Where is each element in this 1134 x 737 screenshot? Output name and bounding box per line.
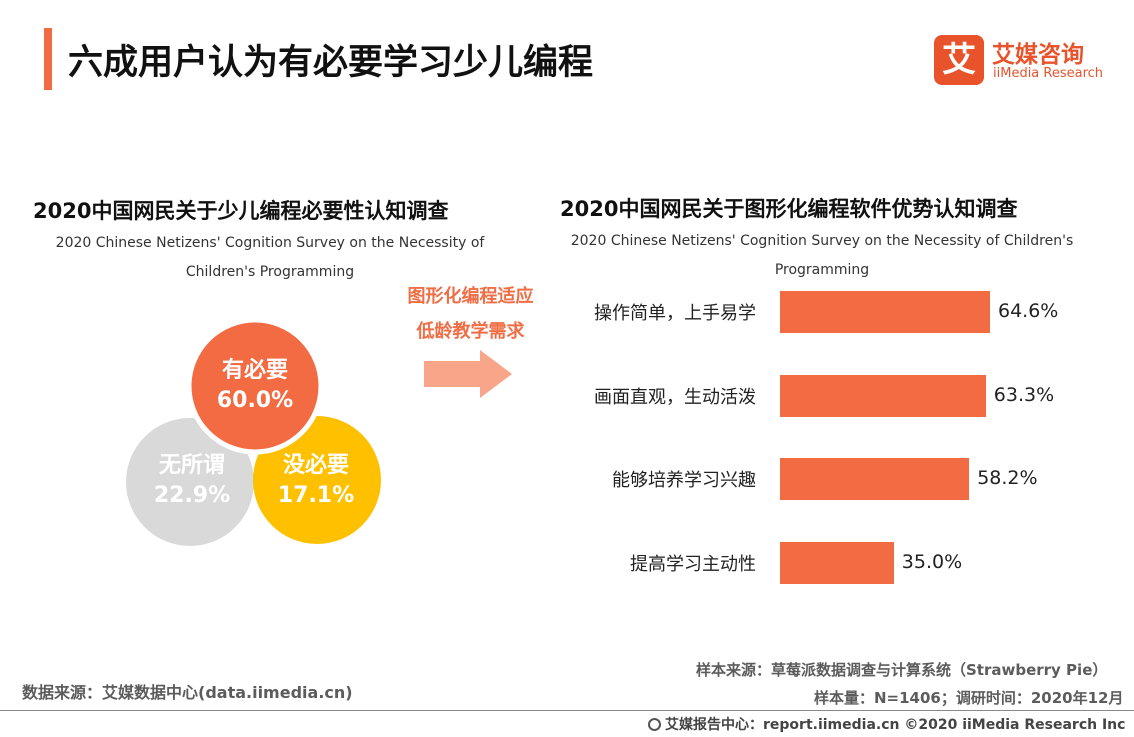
title-accent-bar bbox=[44, 28, 52, 90]
bar bbox=[780, 291, 990, 333]
right-chart-subtitle: 2020 Chinese Netizens' Cognition Survey … bbox=[552, 227, 1092, 285]
arrow-caption: 图形化编程适应 低龄教学需求 bbox=[378, 279, 563, 349]
bar-value-label: 63.3% bbox=[993, 383, 1055, 406]
globe-icon bbox=[648, 718, 661, 731]
circle-wusuowei bbox=[126, 418, 254, 546]
bar-value-label: 64.6% bbox=[998, 300, 1059, 322]
venn-label-wusuowei: 无所谓 22.9% bbox=[122, 451, 262, 511]
sample-source: 样本来源：草莓派数据调查与计算系统（Strawberry Pie） bbox=[696, 661, 1108, 679]
left-chart-subtitle: 2020 Chinese Netizens' Cognition Survey … bbox=[20, 229, 520, 287]
right-chart-title: 2020中国网民关于图形化编程软件优势认知调查 bbox=[560, 197, 1018, 221]
logo-mark: 艾 bbox=[934, 35, 984, 85]
venn-label-meibiyao: 没必要 17.1% bbox=[246, 451, 386, 511]
bar-category-label: 提高学习主动性 bbox=[630, 553, 756, 575]
venn-category-meibiyao: 没必要 bbox=[282, 453, 349, 478]
venn-chart bbox=[126, 317, 381, 546]
page-title: 六成用户认为有必要学习少儿编程 bbox=[68, 43, 594, 83]
right-chart-subtitle-line1: 2020 Chinese Netizens' Cognition Survey … bbox=[570, 233, 1074, 249]
data-source: 数据来源：艾媒数据中心(data.iimedia.cn) bbox=[22, 683, 353, 702]
left-chart-subtitle-line1: 2020 Chinese Netizens' Cognition Survey … bbox=[55, 235, 485, 251]
bar bbox=[780, 458, 970, 500]
arrow-caption-line2: 低龄教学需求 bbox=[416, 321, 525, 342]
circle-youbiyao bbox=[186, 317, 324, 455]
bar-category-label: 画面直观，生动活泼 bbox=[594, 386, 756, 408]
bar bbox=[780, 541, 894, 584]
brand-logo: 艾 艾媒咨询 iiMedia Research bbox=[934, 35, 1110, 85]
venn-category-wusuowei: 无所谓 bbox=[158, 453, 225, 478]
venn-value-wusuowei: 22.9% bbox=[153, 483, 231, 508]
footer-text: 艾媒报告中心：report.iimedia.cn ©2020 iiMedia R… bbox=[665, 717, 1126, 733]
left-chart-title: 2020中国网民关于少儿编程必要性认知调查 bbox=[33, 199, 449, 223]
venn-value-meibiyao: 17.1% bbox=[277, 483, 355, 508]
arrow-caption-line1: 图形化编程适应 bbox=[407, 286, 534, 307]
footer: 艾媒报告中心：report.iimedia.cn ©2020 iiMedia R… bbox=[648, 714, 1125, 734]
left-chart-subtitle-line2: Children's Programming bbox=[185, 264, 355, 280]
logo-name-en: iiMedia Research bbox=[993, 66, 1104, 81]
bar-value-label: 58.2% bbox=[977, 467, 1038, 489]
bar bbox=[780, 374, 986, 417]
venn-label-youbiyao: 有必要 60.0% bbox=[185, 356, 325, 416]
bar-category-label: 操作简单，上手易学 bbox=[594, 303, 756, 324]
sample-info: 样本量：N=1406；调研时间：2020年12月 bbox=[814, 689, 1124, 707]
circle-meibiyao bbox=[253, 416, 381, 544]
right-arrow-icon bbox=[424, 350, 512, 398]
bar-value-label: 35.0% bbox=[901, 550, 963, 573]
venn-value-youbiyao: 60.0% bbox=[216, 388, 294, 413]
right-chart-subtitle-line2: Programming bbox=[774, 262, 870, 278]
bar-category-label: 能够培养学习兴趣 bbox=[612, 470, 756, 491]
footer-divider bbox=[0, 710, 1134, 711]
logo-name-cn: 艾媒咨询 bbox=[992, 42, 1084, 68]
venn-category-youbiyao: 有必要 bbox=[221, 358, 288, 383]
